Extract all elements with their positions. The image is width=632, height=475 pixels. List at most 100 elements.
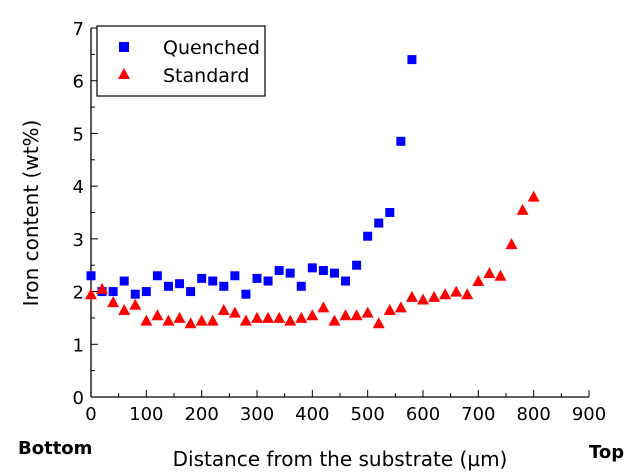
- data-point-standard: [140, 314, 153, 326]
- legend-label-quenched: Quenched: [163, 37, 260, 59]
- data-point-quenched: [175, 279, 185, 289]
- data-point-standard: [273, 311, 286, 323]
- legend-box: [96, 25, 266, 97]
- data-point-standard: [472, 275, 485, 287]
- data-point-standard: [228, 306, 241, 318]
- data-point-quenched: [208, 276, 218, 286]
- data-point-standard: [428, 290, 441, 302]
- data-point-standard: [450, 285, 463, 297]
- data-point-standard: [217, 304, 230, 316]
- data-point-standard: [527, 190, 540, 202]
- x-tick-label: 0: [85, 404, 96, 425]
- data-point-quenched: [274, 265, 284, 275]
- data-point-standard: [317, 301, 330, 313]
- data-point-quenched: [230, 271, 240, 281]
- y-tick-label: 3: [73, 230, 84, 251]
- data-point-standard: [129, 298, 142, 310]
- data-point-standard: [328, 314, 341, 326]
- data-point-quenched: [307, 263, 317, 273]
- data-point-standard: [162, 314, 175, 326]
- data-point-standard: [251, 311, 263, 323]
- x-axis-title: Distance from the substrate (µm): [173, 447, 508, 471]
- data-point-standard: [516, 203, 529, 215]
- plot-area: 0 100 200 300 400 500 600 700 800 900 0 1 2 3 4 5 6 7: [73, 19, 607, 425]
- data-point-standard: [417, 293, 429, 305]
- y-tick-label: 1: [73, 335, 84, 356]
- data-point-standard: [350, 309, 363, 321]
- data-point-standard: [173, 311, 186, 323]
- data-point-standard: [383, 304, 396, 316]
- data-point-quenched: [374, 218, 384, 228]
- data-point-quenched: [130, 289, 140, 299]
- data-point-standard: [394, 301, 407, 313]
- data-point-quenched: [341, 276, 351, 286]
- x-tick-label: 100: [129, 404, 163, 425]
- data-point-standard: [339, 309, 352, 321]
- data-point-quenched: [241, 289, 251, 299]
- y-tick-label: 6: [73, 72, 84, 93]
- legend-marker-standard: [118, 68, 130, 79]
- data-point-quenched: [108, 287, 118, 297]
- data-point-standard: [494, 269, 507, 281]
- x-tick-label: 500: [350, 404, 384, 425]
- data-point-standard: [483, 267, 496, 279]
- y-tick-label: 2: [73, 283, 84, 304]
- data-point-quenched: [385, 208, 395, 217]
- x-tick-label: 300: [240, 404, 274, 425]
- data-point-standard: [195, 314, 208, 326]
- legend: Quenched Standard: [96, 25, 266, 97]
- data-point-standard: [151, 309, 164, 321]
- data-point-quenched: [407, 55, 417, 65]
- data-point-standard: [85, 288, 97, 300]
- x-axis-bottom-label: Bottom: [18, 438, 92, 459]
- x-tick-label: 700: [461, 404, 495, 425]
- data-point-quenched: [285, 268, 295, 278]
- data-point-standard: [184, 317, 197, 329]
- data-point-quenched: [363, 231, 373, 241]
- data-point-standard: [239, 314, 252, 326]
- y-axis-title: Iron content (wt%): [19, 120, 43, 307]
- data-point-quenched: [141, 287, 151, 297]
- data-point-standard: [306, 309, 319, 321]
- data-point-quenched: [197, 273, 207, 283]
- data-point-standard: [262, 311, 275, 323]
- data-point-quenched: [86, 271, 96, 281]
- data-point-quenched: [119, 276, 129, 286]
- data-point-standard: [96, 282, 109, 294]
- data-point-standard: [118, 304, 131, 316]
- data-point-standard: [372, 317, 385, 329]
- data-point-quenched: [186, 287, 196, 297]
- data-point-quenched: [318, 265, 328, 275]
- x-axis-top-label: Top: [589, 442, 624, 463]
- data-point-standard: [284, 314, 297, 326]
- x-tick-label: 400: [295, 404, 329, 425]
- data-point-quenched: [252, 273, 262, 283]
- data-point-standard: [361, 306, 374, 318]
- legend-label-standard: Standard: [163, 65, 249, 87]
- data-point-quenched: [263, 276, 273, 286]
- data-point-standard: [439, 288, 452, 300]
- x-tick-label: 600: [406, 404, 440, 425]
- data-point-quenched: [352, 260, 362, 270]
- x-tick-label: 200: [184, 404, 218, 425]
- data-point-standard: [505, 238, 518, 250]
- y-tick-label: 0: [73, 388, 84, 409]
- x-tick-label: 800: [516, 404, 550, 425]
- data-point-quenched: [329, 268, 339, 278]
- legend-marker-quenched: [119, 42, 129, 52]
- x-tick-label: 900: [572, 404, 606, 425]
- y-tick-label: 7: [73, 19, 84, 40]
- y-tick-label: 4: [73, 177, 84, 198]
- data-point-standard: [461, 288, 474, 300]
- data-point-standard: [206, 314, 219, 326]
- data-point-quenched: [152, 271, 162, 281]
- data-point-quenched: [296, 281, 306, 291]
- data-point-standard: [295, 311, 308, 323]
- data-point-quenched: [163, 281, 173, 291]
- data-point-quenched: [219, 281, 229, 291]
- data-point-standard: [405, 290, 418, 302]
- data-point-quenched: [396, 136, 406, 146]
- data-point-standard: [107, 296, 120, 308]
- y-tick-label: 5: [73, 124, 84, 145]
